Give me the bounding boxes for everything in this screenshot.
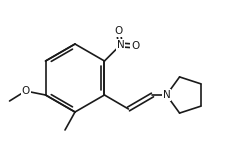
Text: O: O [114,26,123,36]
Text: N: N [117,40,124,50]
Text: N: N [163,90,170,100]
Text: O: O [131,41,140,51]
Text: O: O [21,86,30,96]
